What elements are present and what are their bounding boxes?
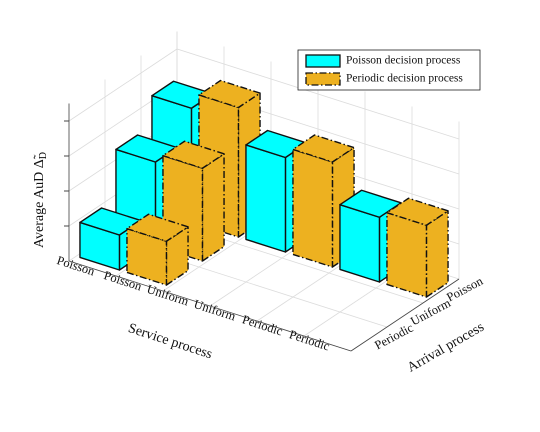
x-tick-label: Periodic [287, 327, 331, 353]
z-axis-title-main: Average AuD Δ̃ [32, 154, 47, 248]
legend-swatch [305, 72, 341, 86]
bar-top [292, 134, 355, 163]
grid-line [68, 48, 460, 140]
y-axis-title: Arrival process [405, 320, 487, 376]
y-tick-label: Poisson [444, 273, 486, 304]
bar-top [126, 213, 189, 242]
bar-top [198, 79, 261, 109]
y-tick-label: Periodic [372, 320, 416, 352]
legend-label: Periodic decision process [346, 73, 463, 85]
bar-side [201, 153, 225, 262]
x-axis-title: Service process [126, 321, 214, 362]
legend-swatch [305, 54, 341, 68]
z-axis-title-sub: D [38, 152, 49, 159]
legend: Poisson decision process Periodic decisio… [297, 49, 481, 91]
z-axis-title: Average AuD Δ̃D [32, 152, 49, 248]
bar-top [162, 140, 225, 169]
y-axis-line [350, 278, 460, 352]
bar-front [292, 148, 334, 268]
x-tick-label: Uniform [145, 282, 191, 309]
bar-top [386, 197, 449, 226]
bar-front [245, 144, 287, 253]
bar [386, 197, 449, 298]
x-tick-label: Periodic [240, 312, 284, 338]
bar-front [386, 211, 428, 298]
bars [79, 79, 449, 298]
bar [162, 140, 225, 262]
legend-label: Poisson decision process [346, 55, 461, 67]
bar [126, 213, 189, 286]
x-axis-line [68, 260, 352, 352]
bar-front [339, 203, 381, 283]
x-tick-label: Uniform [192, 297, 238, 324]
